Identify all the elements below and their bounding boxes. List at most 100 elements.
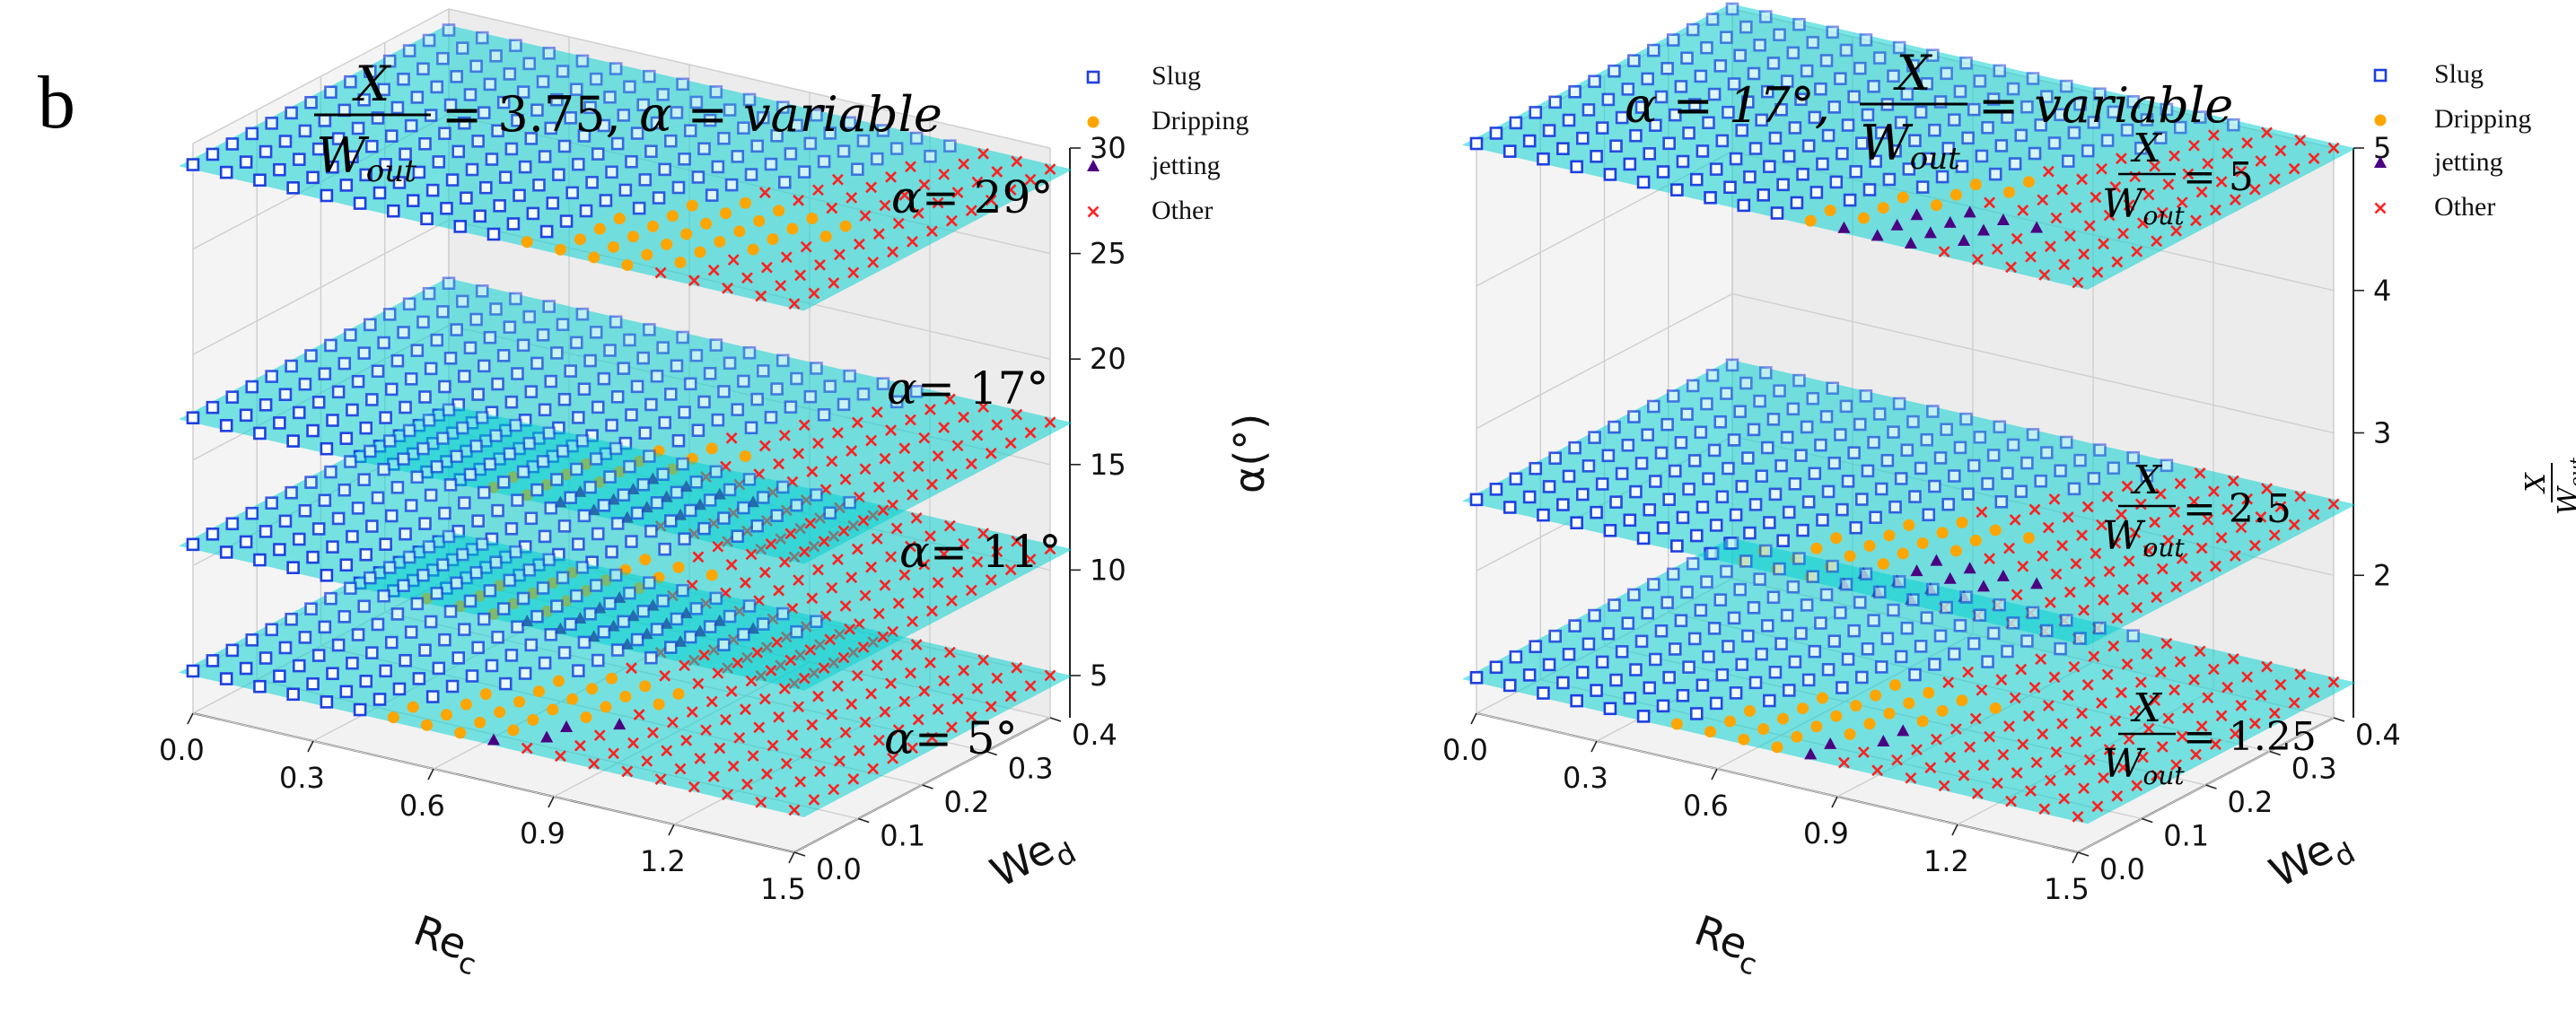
point-slug (445, 679, 460, 694)
point-slug (364, 444, 377, 458)
title-eq-right: = variable (1978, 77, 2233, 134)
point-drip (700, 217, 713, 230)
point-slug (630, 380, 644, 394)
point-slug (1654, 624, 1669, 638)
point-slug (1821, 484, 1836, 499)
point-slug (402, 297, 416, 311)
point-slug (320, 695, 334, 709)
point-slug (1636, 175, 1651, 189)
point-slug (803, 389, 818, 404)
point-drip (1956, 694, 1968, 707)
point-slug (1953, 441, 1967, 455)
point-slug (605, 165, 618, 179)
point-slug (1834, 428, 1847, 441)
point-slug (1933, 451, 1948, 465)
point-slug (397, 72, 410, 86)
point-slug (1603, 168, 1617, 181)
z-ticks-right: 2 3 4 5 (2353, 131, 2391, 592)
point-slug (1704, 190, 1717, 205)
point-slug (1801, 495, 1816, 509)
legend-item-dripping-left: Dripping (1152, 106, 1249, 135)
x-tick-label: 0.3 (1563, 761, 1608, 795)
point-slug (450, 576, 463, 590)
point-slug (1839, 399, 1853, 414)
point-slug (1694, 603, 1708, 617)
point-slug (1847, 446, 1861, 459)
point-slug (1906, 414, 1920, 429)
point-drip (593, 222, 606, 235)
z-tick-label: 30 (1090, 131, 1126, 165)
point-slug (1595, 655, 1609, 669)
point-slug (658, 542, 671, 556)
point-slug (1725, 537, 1739, 550)
point-slug (390, 481, 405, 494)
z-axis-label-right: X Wout (2520, 457, 2576, 515)
point-slug (617, 488, 631, 502)
point-slug (489, 48, 503, 63)
point-slug (483, 584, 497, 598)
point-slug (717, 385, 731, 398)
x-axis-label-left: Rec (405, 906, 488, 982)
point-slug (1808, 467, 1822, 481)
point-drip (806, 212, 819, 224)
point-slug (311, 396, 326, 409)
point-slug (453, 220, 468, 233)
point-slug (455, 294, 469, 309)
point-drip (1844, 728, 1856, 740)
point-slug (509, 39, 522, 53)
point-slug (1806, 391, 1820, 406)
point-drip (653, 698, 665, 711)
point-slug (1680, 407, 1694, 421)
point-slug (1774, 458, 1788, 473)
point-slug (1928, 658, 1941, 671)
point-slug (1786, 580, 1801, 594)
point-slug (339, 685, 354, 699)
y-axis-label-right: Wed (2262, 816, 2361, 904)
point-slug (1694, 425, 1708, 440)
point-slug (2028, 146, 2042, 161)
point-slug (676, 457, 689, 471)
point-slug (797, 165, 811, 179)
point-slug (225, 643, 240, 658)
point-slug (591, 400, 605, 414)
point-slug (404, 625, 418, 639)
point-drip (839, 220, 852, 232)
point-slug (1641, 606, 1654, 620)
point-slug (1836, 146, 1849, 161)
x-axis-label-right: Rec (1686, 906, 1769, 982)
legend-item-other-left: Other (1152, 196, 1213, 225)
point-slug (538, 529, 552, 544)
point-slug (253, 173, 267, 188)
point-slug (475, 411, 489, 424)
point-slug (397, 579, 410, 593)
point-slug (206, 400, 220, 414)
point-slug (265, 117, 278, 130)
point-slug (638, 173, 653, 187)
point-drip (494, 706, 506, 719)
point-slug (742, 473, 757, 486)
point-slug (1737, 198, 1751, 213)
point-slug (1800, 598, 1814, 612)
point-slug (711, 160, 725, 174)
point-slug (1967, 458, 1981, 473)
point-slug (1892, 575, 1906, 589)
x-tick (548, 796, 555, 808)
point-slug (678, 153, 691, 166)
point-slug (438, 632, 451, 647)
point-slug (416, 568, 430, 582)
title-frac-den-right: Wout (1860, 115, 1960, 177)
point-slug (331, 638, 346, 652)
point-slug (463, 594, 478, 608)
point-slug (509, 418, 522, 432)
point-slug (1922, 508, 1936, 522)
point-drip (641, 249, 653, 261)
point-slug (265, 623, 278, 637)
point-slug (344, 455, 357, 468)
point-slug (491, 630, 504, 644)
point-slug (1827, 100, 1842, 114)
z-tick-label: 2 (2373, 558, 2391, 592)
point-slug (1687, 454, 1702, 467)
point-slug (1686, 557, 1700, 571)
point-slug (1575, 487, 1590, 502)
point-slug (392, 682, 407, 696)
